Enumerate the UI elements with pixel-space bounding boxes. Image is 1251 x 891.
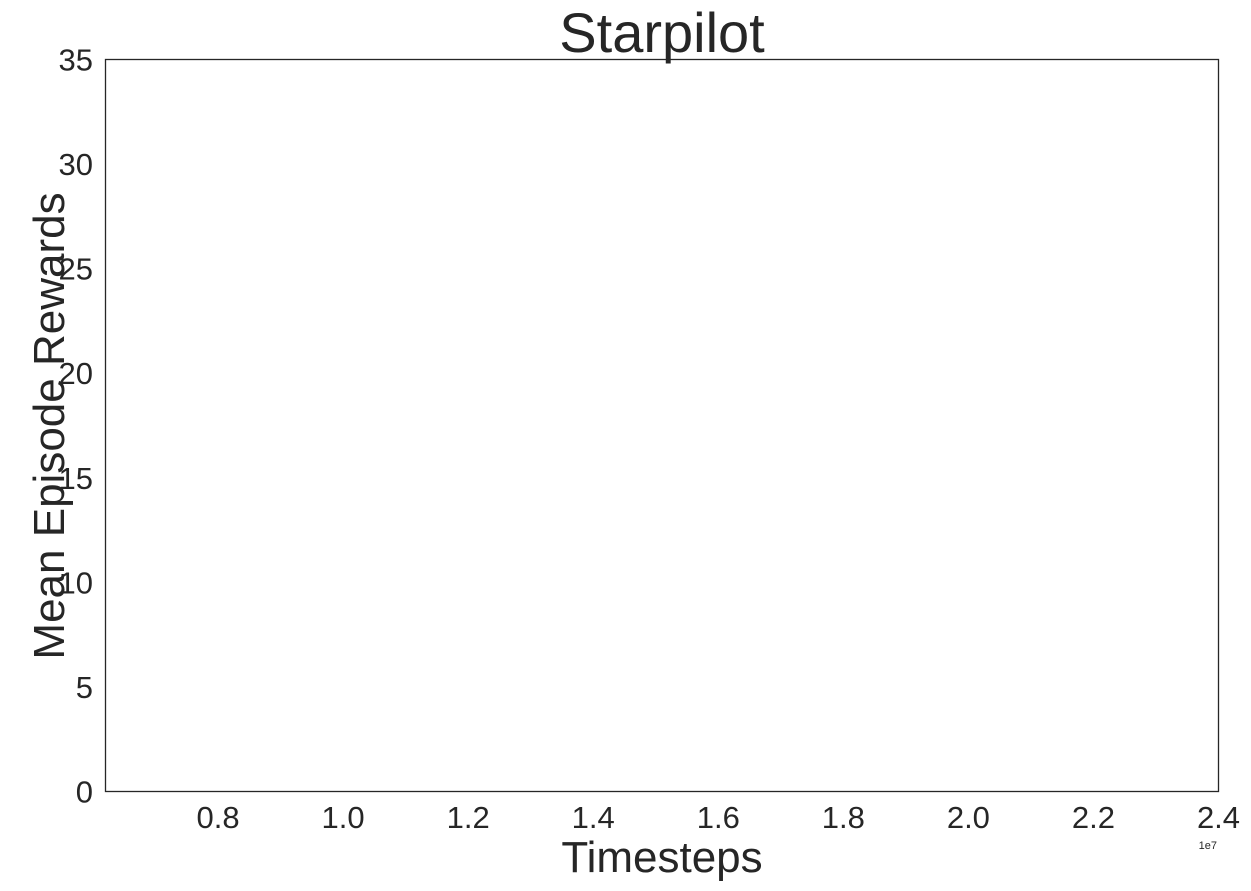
y-tick-label: 20 bbox=[59, 356, 93, 391]
x-tick-label: 2.2 bbox=[1072, 800, 1115, 835]
x-axis-scale-label: 1e7 bbox=[1199, 840, 1217, 852]
y-tick-label: 25 bbox=[59, 252, 93, 287]
y-tick-label: 10 bbox=[59, 565, 93, 600]
chart-title: Starpilot bbox=[559, 1, 765, 64]
y-tick-label: 5 bbox=[76, 670, 93, 705]
y-axis-label: Mean Episode Rewards bbox=[25, 192, 74, 659]
x-tick-label: 1.2 bbox=[447, 800, 490, 835]
y-tick-label: 30 bbox=[59, 147, 93, 182]
x-tick-label: 2.0 bbox=[947, 800, 990, 835]
x-tick-label: 1.8 bbox=[822, 800, 865, 835]
x-tick-label: 1.6 bbox=[697, 800, 740, 835]
x-tick-label: 2.4 bbox=[1197, 800, 1240, 835]
plot-area-frame bbox=[104, 58, 1220, 793]
x-tick-label: 0.8 bbox=[196, 800, 239, 835]
y-tick-label: 0 bbox=[76, 775, 93, 810]
x-tick-label: 1.4 bbox=[572, 800, 615, 835]
y-tick-label: 15 bbox=[59, 461, 93, 496]
x-tick-label: 1.0 bbox=[322, 800, 365, 835]
x-tick-labels: 0.8 1.0 1.2 1.4 1.6 1.8 2.0 2.2 2.4 bbox=[196, 800, 1240, 835]
x-axis-label: Timesteps bbox=[561, 833, 762, 882]
y-tick-label: 35 bbox=[59, 43, 93, 78]
y-tick-labels: 0 5 10 15 20 25 30 35 bbox=[59, 43, 93, 810]
